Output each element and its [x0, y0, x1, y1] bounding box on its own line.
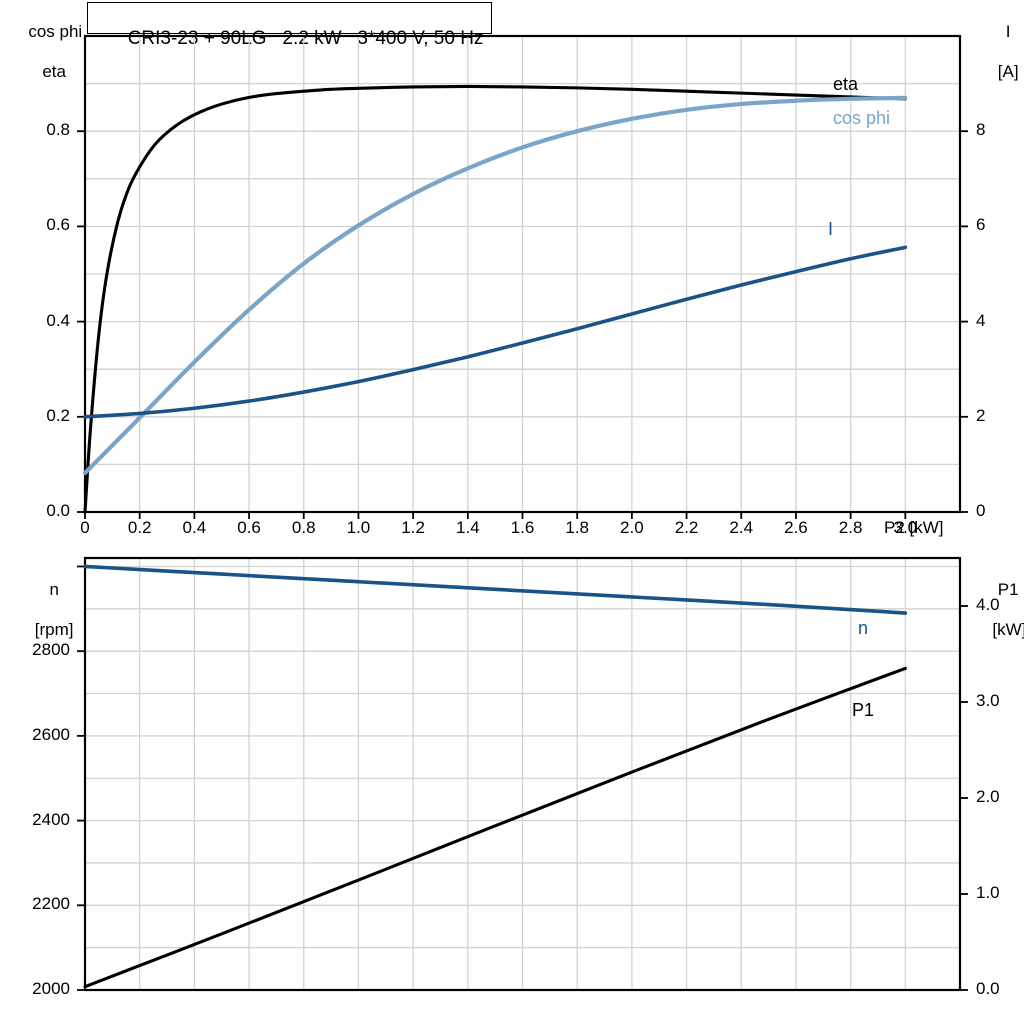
y-tick-label-right: 6: [976, 215, 1016, 235]
x-tick-label: 2.8: [823, 518, 879, 538]
x-tick-label: 0.2: [112, 518, 168, 538]
y-tick-label-left: 2200: [8, 894, 70, 914]
y-tick-label-right: 8: [976, 120, 1016, 140]
x-tick-label: 1.0: [330, 518, 386, 538]
x-tick-label: 0: [57, 518, 113, 538]
bottom-chart-panel: n [rpm] P1 [kW] 20002200240026002800 0.0…: [0, 548, 1024, 1024]
x-tick-label: 0.8: [276, 518, 332, 538]
x-tick-label: 1.6: [495, 518, 551, 538]
top-chart-svg: [0, 0, 1024, 548]
top-chart-panel: cos phi eta I [A] CRI3-23 + 90LG 2.2 kW …: [0, 0, 1024, 548]
curve-label-speed: n: [858, 618, 868, 639]
y-tick-label-right: 2: [976, 406, 1016, 426]
y-tick-label-left: 2800: [8, 640, 70, 660]
y-tick-label-left: 0.4: [8, 311, 70, 331]
y-tick-label-left: 0.2: [8, 406, 70, 426]
x-tick-label: 2.4: [713, 518, 769, 538]
pump-performance-chart: cos phi eta I [A] CRI3-23 + 90LG 2.2 kW …: [0, 0, 1024, 1024]
y-tick-label-right: 4.0: [976, 595, 1022, 615]
x-tick-label: 1.2: [385, 518, 441, 538]
y-tick-label-right: 0: [976, 501, 1016, 521]
x-tick-label: 0.4: [166, 518, 222, 538]
bottom-chart-svg: [0, 548, 1024, 1024]
y-tick-label-right: 0.0: [976, 979, 1022, 999]
curve-label-power-input: P1: [852, 700, 874, 721]
curve-label-current: I: [828, 219, 833, 240]
curve-current: [85, 247, 905, 416]
y-tick-label-left: 2000: [8, 979, 70, 999]
curve-label-cos-phi: cos phi: [833, 108, 890, 129]
curve-power-input: [85, 668, 905, 986]
y-tick-label-right: 2.0: [976, 787, 1022, 807]
curve-speed: [85, 566, 905, 613]
y-tick-label-left: 2600: [8, 725, 70, 745]
x-tick-label: 2.2: [659, 518, 715, 538]
x-tick-label: 1.8: [549, 518, 605, 538]
x-tick-label: 1.4: [440, 518, 496, 538]
y-tick-label-left: 2400: [8, 810, 70, 830]
x-tick-label: 2.0: [604, 518, 660, 538]
x-axis-title: P2 [kW]: [884, 518, 944, 538]
x-tick-label: 0.6: [221, 518, 277, 538]
y-tick-label-right: 3.0: [976, 691, 1022, 711]
bottom-chart-grid: [85, 558, 960, 990]
curve-eta: [85, 86, 905, 512]
curve-label-eta: eta: [833, 74, 858, 95]
y-tick-label-left: 0.8: [8, 120, 70, 140]
y-tick-label-right: 4: [976, 311, 1016, 331]
y-tick-label-right: 1.0: [976, 883, 1022, 903]
x-tick-label: 2.6: [768, 518, 824, 538]
y-tick-label-left: 0.6: [8, 215, 70, 235]
